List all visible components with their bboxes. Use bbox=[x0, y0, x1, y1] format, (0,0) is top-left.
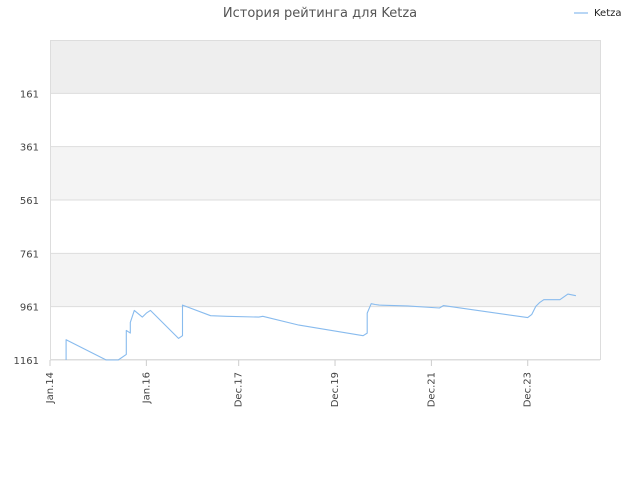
plot-bands bbox=[50, 40, 600, 360]
x-tick-label: Jan.16 bbox=[141, 372, 152, 404]
y-tick-label: 161 bbox=[20, 89, 39, 100]
plot-band bbox=[50, 200, 600, 254]
y-tick-label: 761 bbox=[20, 249, 39, 260]
chart-title: История рейтинга для Ketza bbox=[223, 6, 417, 21]
x-tick-label: Dec.21 bbox=[426, 372, 437, 407]
series-group bbox=[65, 293, 577, 361]
legend: Ketza bbox=[574, 8, 622, 19]
plot-band bbox=[50, 93, 600, 147]
x-tick-label: Jan.14 bbox=[45, 372, 56, 404]
y-tick-label: 361 bbox=[20, 143, 39, 154]
legend-label: Ketza bbox=[594, 8, 622, 19]
y-tick-label: 1161 bbox=[14, 356, 39, 367]
x-tick-label: Dec.19 bbox=[330, 372, 341, 407]
y-tick-label: 561 bbox=[20, 196, 39, 207]
plot-band bbox=[50, 306, 600, 360]
plot-band bbox=[50, 146, 600, 200]
y-tick-label: 961 bbox=[20, 303, 39, 314]
plot-band bbox=[50, 40, 600, 94]
y-axis: 161 361 561 761 961 1161 bbox=[14, 89, 600, 367]
x-tick-label: Dec.17 bbox=[234, 372, 245, 407]
x-tick-label: Dec.23 bbox=[523, 372, 534, 407]
plot-band bbox=[50, 253, 600, 307]
x-axis: Jan.14 Jan.16 Dec.17 Dec.19 Dec.21 Dec.23 bbox=[45, 360, 534, 407]
series-line-ketza bbox=[65, 293, 577, 361]
